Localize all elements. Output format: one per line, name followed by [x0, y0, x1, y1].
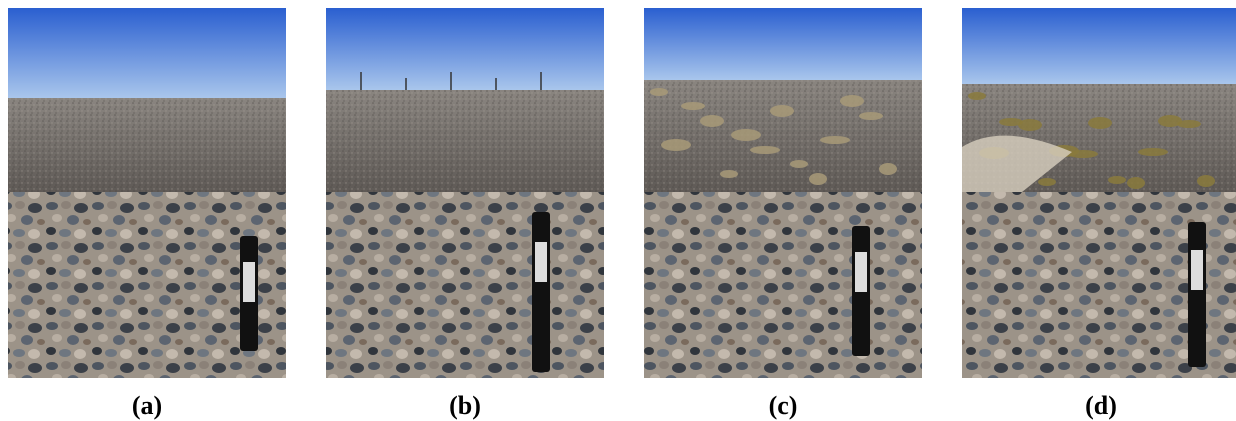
landscape-sky	[962, 8, 1236, 84]
ground-texture	[8, 98, 286, 192]
shrub	[1197, 175, 1215, 187]
photo-panel	[644, 8, 922, 378]
gravel-closeup	[644, 192, 922, 378]
shrub	[820, 136, 850, 144]
shrub	[731, 129, 761, 141]
gravel-closeup	[326, 192, 604, 378]
shrub	[790, 160, 808, 168]
shrub	[720, 170, 738, 178]
marker-label	[535, 242, 547, 282]
page: (a)(b)(c)(d) (() => { const data = JSON.…	[0, 0, 1236, 421]
photo-panel	[326, 8, 604, 378]
photo-panel	[962, 8, 1236, 378]
shrub	[999, 118, 1023, 126]
landscape-sky	[644, 8, 922, 80]
shrub	[1127, 177, 1145, 189]
panel-caption: (d)	[1085, 391, 1117, 420]
shrub	[1158, 115, 1182, 127]
landscape-sky	[8, 8, 286, 98]
landscape-sky	[326, 8, 604, 90]
shrub	[968, 92, 986, 100]
shrub	[1138, 148, 1168, 156]
shrub	[770, 105, 794, 117]
ground-texture	[644, 80, 922, 192]
shrub	[840, 95, 864, 107]
marker-label	[1191, 250, 1203, 290]
marker-pen	[532, 212, 550, 372]
figure: (a) (b) (c) (d)	[0, 0, 1236, 421]
panel-caption: (a)	[132, 391, 162, 420]
panel-caption: (b)	[449, 391, 481, 420]
shrub	[1088, 117, 1112, 129]
panel-caption: (c)	[769, 391, 798, 420]
shrub	[700, 115, 724, 127]
marker-label	[243, 262, 255, 302]
shrub	[859, 112, 883, 120]
shrub	[681, 102, 705, 110]
shrub	[750, 146, 780, 154]
shrub	[879, 163, 897, 175]
shrub	[650, 88, 668, 96]
marker-pen	[1188, 222, 1206, 367]
shrub	[809, 173, 827, 185]
photo-panel	[8, 8, 286, 378]
shrub	[1038, 178, 1056, 186]
shrub	[661, 139, 691, 151]
shrub	[1108, 176, 1126, 184]
ground-texture	[326, 90, 604, 192]
marker-label	[855, 252, 867, 292]
